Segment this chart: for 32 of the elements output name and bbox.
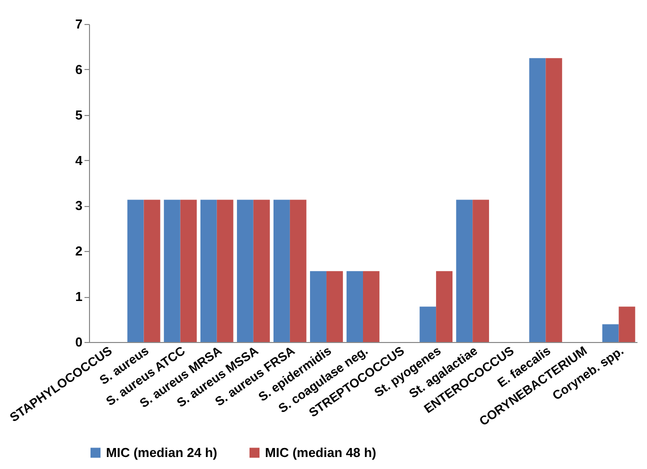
bar [472, 200, 490, 342]
bar [346, 271, 363, 342]
y-tick-label: 1 [75, 289, 82, 304]
bar [273, 200, 290, 342]
bar [326, 271, 343, 342]
bar [127, 200, 144, 342]
bar [310, 271, 326, 342]
bar [236, 200, 254, 342]
bar [602, 324, 619, 342]
bar [618, 306, 636, 342]
bar [216, 200, 234, 342]
y-tick-label: 3 [75, 198, 82, 214]
bar [290, 200, 306, 342]
bar [456, 200, 473, 342]
bar [363, 271, 380, 342]
y-tick-label: 5 [75, 107, 82, 122]
bar [420, 306, 436, 342]
bar [144, 200, 160, 342]
y-tick-label: 4 [75, 152, 84, 168]
y-tick-label: 7 [75, 16, 82, 32]
bar [200, 200, 217, 342]
y-tick-label: 6 [75, 62, 82, 77]
bar [180, 200, 197, 342]
bar [546, 58, 562, 342]
bar [529, 58, 546, 342]
bar [164, 200, 180, 342]
y-tick-label: 2 [75, 244, 82, 259]
bar [253, 200, 270, 342]
legend-label: MIC (median 48 h) [265, 444, 376, 460]
legend-label: MIC (median 24 h) [106, 444, 218, 460]
bar [436, 271, 453, 342]
y-tick-label: 0 [75, 334, 82, 350]
